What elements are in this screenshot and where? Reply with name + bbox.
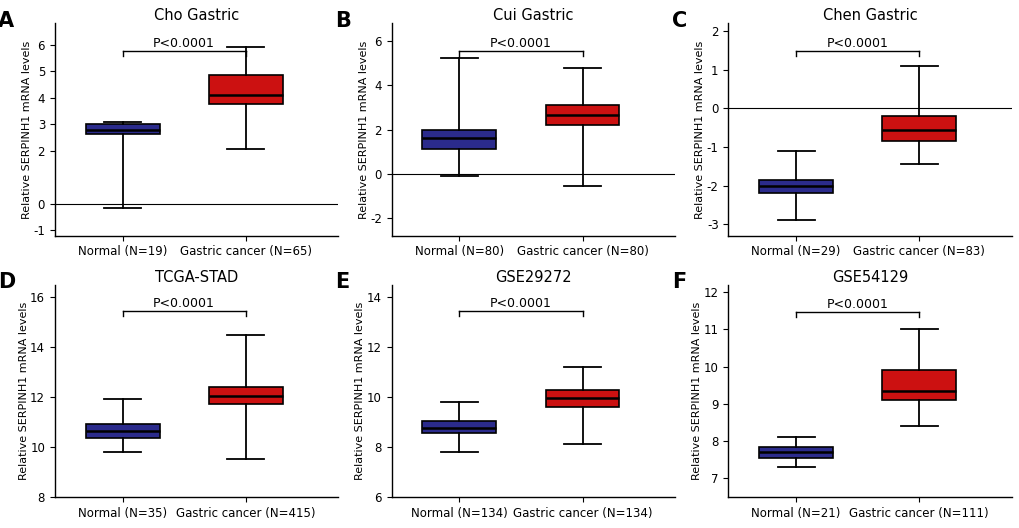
Y-axis label: Relative SERPINH1 mRNA levels: Relative SERPINH1 mRNA levels [21,41,32,219]
Text: E: E [334,272,348,292]
Title: Cho Gastric: Cho Gastric [154,8,238,23]
PathPatch shape [545,105,619,125]
Text: P<0.0001: P<0.0001 [826,37,888,50]
PathPatch shape [881,370,955,400]
Title: Chen Gastric: Chen Gastric [822,8,916,23]
Title: Cui Gastric: Cui Gastric [492,8,573,23]
Text: P<0.0001: P<0.0001 [153,37,215,50]
PathPatch shape [545,390,619,407]
Text: F: F [672,272,685,292]
Title: TCGA-STAD: TCGA-STAD [155,270,237,285]
PathPatch shape [86,124,159,134]
Y-axis label: Relative SERPINH1 mRNA levels: Relative SERPINH1 mRNA levels [356,301,365,480]
Text: B: B [334,11,351,31]
PathPatch shape [422,129,496,149]
PathPatch shape [422,421,496,433]
PathPatch shape [758,180,833,193]
PathPatch shape [209,387,282,404]
Text: A: A [0,11,14,31]
Y-axis label: Relative SERPINH1 mRNA levels: Relative SERPINH1 mRNA levels [692,301,701,480]
PathPatch shape [881,116,955,141]
Y-axis label: Relative SERPINH1 mRNA levels: Relative SERPINH1 mRNA levels [695,41,705,219]
Text: D: D [0,272,15,292]
Text: P<0.0001: P<0.0001 [153,297,215,309]
Text: P<0.0001: P<0.0001 [489,37,551,50]
PathPatch shape [86,425,159,438]
PathPatch shape [209,75,282,105]
Title: GSE29272: GSE29272 [494,270,571,285]
Y-axis label: Relative SERPINH1 mRNA levels: Relative SERPINH1 mRNA levels [359,41,368,219]
Title: GSE54129: GSE54129 [832,270,907,285]
Y-axis label: Relative SERPINH1 mRNA levels: Relative SERPINH1 mRNA levels [18,301,29,480]
Text: C: C [672,11,686,31]
PathPatch shape [758,447,833,458]
Text: P<0.0001: P<0.0001 [489,297,551,309]
Text: P<0.0001: P<0.0001 [826,298,888,311]
